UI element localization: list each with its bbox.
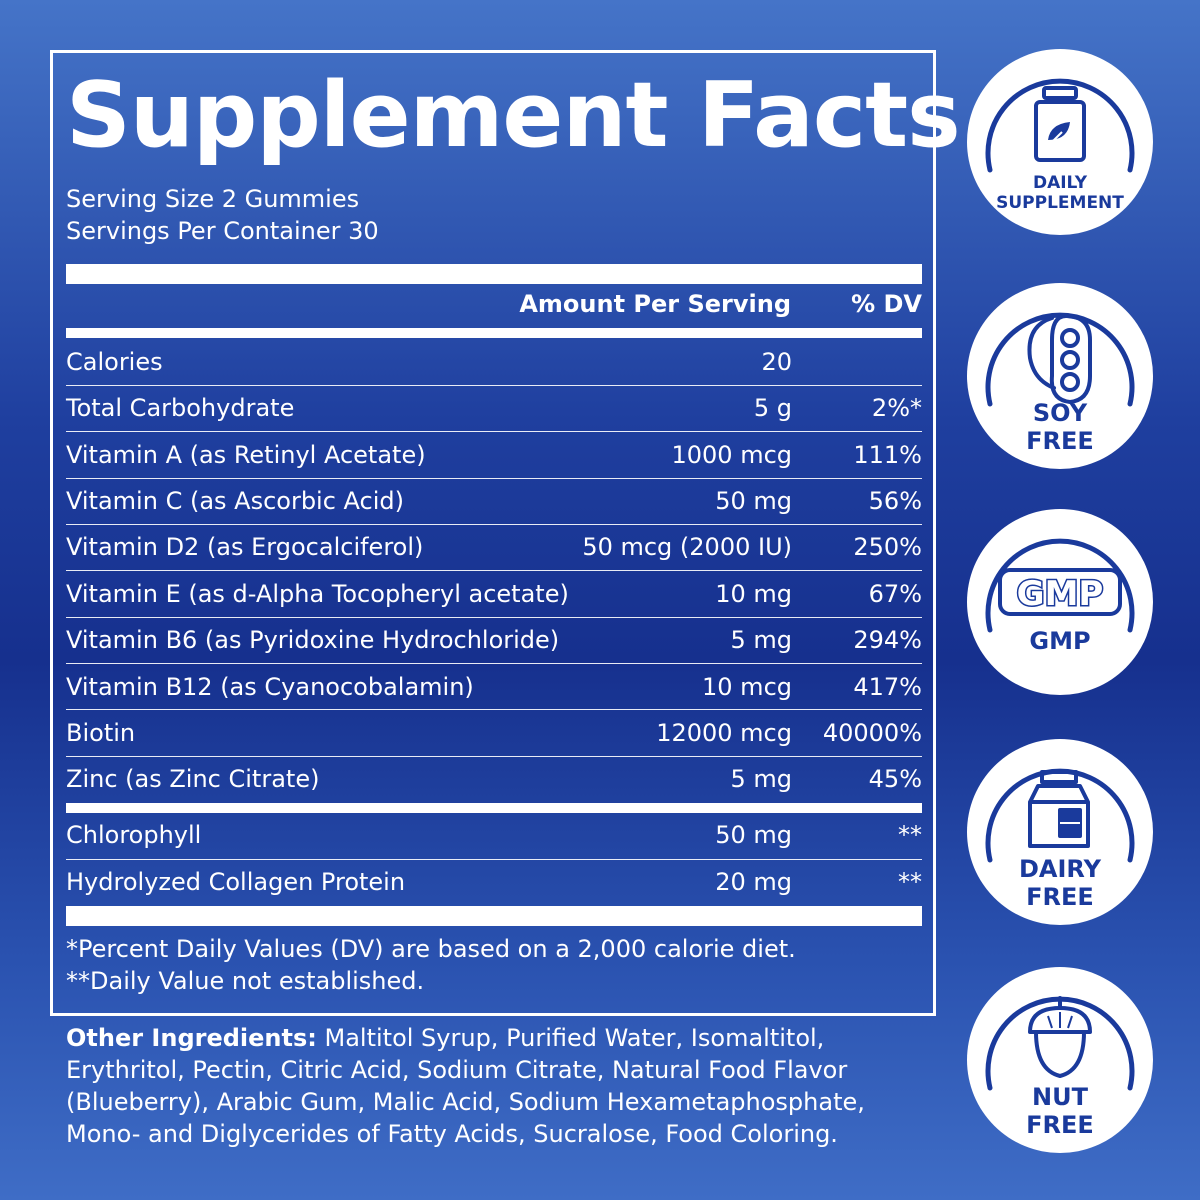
thick-divider <box>66 264 922 284</box>
badge-label: NUT FREE <box>1026 1083 1094 1139</box>
row-divider <box>66 431 922 432</box>
other-ingredients-label: Other Ingredients: <box>66 1024 317 1052</box>
serving-size: Serving Size 2 Gummies <box>66 185 360 213</box>
badge-soy-free: SOY FREE <box>966 282 1154 470</box>
badge-label: DAILY SUPPLEMENT <box>996 173 1124 213</box>
dv-header: % DV <box>851 290 922 318</box>
servings-per-container: Servings Per Container 30 <box>66 217 379 245</box>
badge-label: DAIRY FREE <box>1019 855 1101 911</box>
table-row: Vitamin B12 (as Cyanocobalamin) 10 mcg 417… <box>66 673 922 701</box>
table-row: Vitamin E (as d-Alpha Tocopheryl acetate… <box>66 580 922 608</box>
badge-circle <box>967 967 1153 1153</box>
badge-gmp: GMP GMP <box>966 508 1154 696</box>
row-divider <box>66 524 922 525</box>
table-row: Zinc (as Zinc Citrate) 5 mg 45% <box>66 765 922 793</box>
table-row: Vitamin A (as Retinyl Acetate) 1000 mcg 11… <box>66 441 922 469</box>
table-row: Hydrolyzed Collagen Protein 20 mg ** <box>66 868 922 896</box>
row-divider <box>66 756 922 757</box>
badge-circle <box>967 739 1153 925</box>
row-divider <box>66 385 922 386</box>
table-row: Biotin 12000 mcg 40000% <box>66 719 922 747</box>
other-ingredients: Other Ingredients: Maltitol Syrup, Purif… <box>66 1022 926 1150</box>
page-title: Supplement Facts <box>66 63 961 168</box>
badge-circle <box>967 49 1153 235</box>
gmp-icon: GMP <box>998 568 1122 616</box>
gmp-icon-text: GMP <box>1017 574 1104 614</box>
table-row: Vitamin D2 (as Ergocalciferol) 50 mcg (20… <box>66 533 922 561</box>
badge-daily-supplement: DAILY SUPPLEMENT <box>966 48 1154 236</box>
table-row: Vitamin C (as Ascorbic Acid) 50 mg 56% <box>66 487 922 515</box>
acorn-icon <box>1028 996 1092 1078</box>
badge-dairy-free: DAIRY FREE <box>966 738 1154 926</box>
footnote-not-established: **Daily Value not established. <box>66 967 425 995</box>
badge-circle: GMP <box>967 509 1153 695</box>
table-row: Chlorophyll 50 mg ** <box>66 821 922 849</box>
badge-circle <box>967 283 1153 469</box>
soybean-icon <box>1027 313 1092 405</box>
supplement-bottle-icon <box>1034 86 1086 162</box>
milk-carton-icon <box>1028 770 1090 848</box>
row-divider <box>66 709 922 710</box>
row-divider <box>66 478 922 479</box>
badge-nut-free: NUT FREE <box>966 966 1154 1154</box>
supplement-facts-panel <box>50 50 936 1016</box>
row-divider <box>66 570 922 571</box>
thick-divider <box>66 906 922 926</box>
badge-label: SOY FREE <box>1026 399 1094 455</box>
row-divider <box>66 859 922 860</box>
footnote-dv: *Percent Daily Values (DV) are based on … <box>66 935 796 963</box>
table-row: Total Carbohydrate 5 g 2%* <box>66 394 922 422</box>
badge-label: GMP <box>1029 627 1091 655</box>
medium-divider <box>66 803 922 813</box>
table-row: Calories 20 <box>66 348 792 376</box>
other-ingredients-text: Maltitol Syrup, Purified Water, Isomalti… <box>66 1024 865 1148</box>
row-divider <box>66 663 922 664</box>
table-row: Vitamin B6 (as Pyridoxine Hydrochloride)… <box>66 626 922 654</box>
amount-per-serving-header: Amount Per Serving <box>519 290 791 318</box>
row-divider <box>66 617 922 618</box>
medium-divider <box>66 328 922 338</box>
